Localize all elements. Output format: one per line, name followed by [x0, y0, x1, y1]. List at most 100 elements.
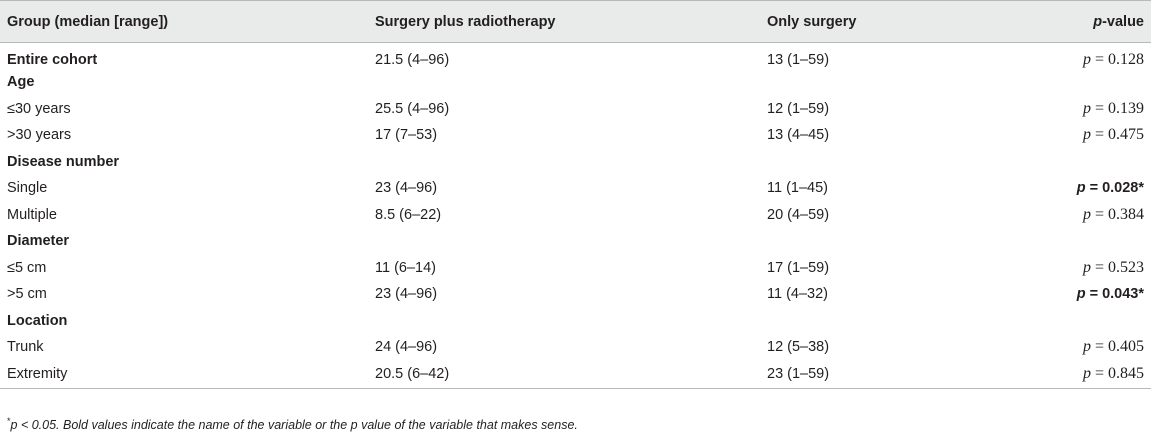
table-section-row: Entire cohort 21.5 (4–96) 13 (1–59) p = 0.1… — [0, 43, 1151, 70]
p-value-text: p = 0.043* — [1077, 286, 1144, 302]
table-row: ≤30 years 25.5 (4–96) 12 (1–59) p = 0.139 — [0, 96, 1151, 123]
p-number: = 0.845 — [1090, 365, 1144, 383]
table-row: >30 years 17 (7–53) 13 (4–45) p = 0.475 — [0, 122, 1151, 149]
cell-only-surgery: 13 (1–59) — [767, 52, 830, 68]
cell-p-value — [1067, 69, 1151, 96]
table-section-row: Disease number — [0, 149, 1151, 176]
cell-p-value — [1067, 228, 1151, 255]
cell-surgery-plus-radiotherapy: 21.5 (4–96) — [375, 52, 450, 68]
results-table: Group (median [range]) Surgery plus radi… — [0, 0, 1151, 389]
table-section-row: Diameter — [0, 228, 1151, 255]
p-number: = 0.043* — [1085, 286, 1144, 303]
cell-group: Trunk — [7, 339, 44, 356]
cell-p-value: p = 0.523 — [1067, 255, 1151, 282]
header-p-value: p-value — [1067, 0, 1151, 43]
p-symbol: p — [1082, 126, 1091, 144]
cell-only-surgery — [767, 228, 1067, 255]
cell-only-surgery: 11 (1–45) — [767, 180, 828, 197]
cell-group: Single — [7, 180, 48, 197]
p-value-text: p = 0.028* — [1077, 180, 1144, 196]
table-row: ≤5 cm 11 (6–14) 17 (1–59) p = 0.523 — [0, 255, 1151, 282]
table-footnote: *p < 0.05. Bold values indicate the name… — [7, 416, 578, 432]
cell-group: Age — [7, 74, 35, 91]
p-symbol: p — [1082, 338, 1091, 356]
p-symbol: p — [1076, 180, 1086, 197]
cell-group: Extremity — [0, 360, 375, 389]
cell-surgery-plus-radiotherapy: 23 (4–96) — [375, 286, 438, 303]
cell-group: Entire cohort — [7, 52, 98, 68]
p-number: = 0.475 — [1090, 126, 1144, 144]
cell-group: >30 years — [7, 127, 72, 144]
p-number: = 0.128 — [1090, 51, 1144, 68]
cell-group: ≤5 cm — [7, 259, 47, 276]
cell-surgery-plus-radiotherapy: 23 (4–96) — [375, 180, 438, 197]
footnote-marker: * — [7, 416, 11, 426]
table-body: Entire cohort 21.5 (4–96) 13 (1–59) p = 0.1… — [0, 43, 1151, 389]
cell-only-surgery: 12 (1–59) — [767, 100, 830, 117]
cell-surgery-plus-radiotherapy: 11 (6–14) — [375, 259, 436, 276]
table-row: >5 cm 23 (4–96) 11 (4–32) p = 0.043* — [0, 281, 1151, 308]
cell-surgery-plus-radiotherapy — [375, 149, 767, 176]
p-number: = 0.028* — [1085, 180, 1144, 197]
cell-p-value — [1067, 308, 1151, 335]
cell-surgery-plus-radiotherapy — [375, 308, 767, 335]
cell-p-value: p = 0.845 — [1067, 360, 1151, 389]
table-row: Single 23 (4–96) 11 (1–45) p = 0.028* — [0, 175, 1151, 202]
p-value-text: p = 0.384 — [1083, 206, 1144, 223]
cell-group: >5 cm — [7, 286, 47, 303]
cell-surgery-plus-radiotherapy: 8.5 (6–22) — [375, 206, 442, 223]
cell-p-value — [1067, 149, 1151, 176]
p-symbol: p — [1082, 51, 1091, 68]
cell-only-surgery — [767, 69, 1067, 96]
cell-group: Disease number — [7, 153, 120, 170]
p-symbol: p — [1076, 286, 1086, 303]
cell-group: Diameter — [7, 233, 70, 250]
p-value-text: p = 0.523 — [1083, 259, 1144, 276]
table-row: Multiple 8.5 (6–22) 20 (4–59) p = 0.384 — [0, 202, 1151, 229]
table-row: Trunk 24 (4–96) 12 (5–38) p = 0.405 — [0, 334, 1151, 361]
header-group: Group (median [range]) — [0, 0, 375, 43]
cell-p-value: p = 0.043* — [1067, 281, 1151, 308]
footnote-text: p < 0.05. Bold values indicate the name … — [10, 418, 578, 433]
table-header-row: Group (median [range]) Surgery plus radi… — [0, 0, 1151, 43]
p-value-text: p = 0.405 — [1083, 338, 1144, 355]
p-symbol: p — [1082, 258, 1091, 276]
p-value-text: p = 0.128 — [1083, 51, 1144, 68]
cell-surgery-plus-radiotherapy: 17 (7–53) — [375, 127, 438, 144]
cell-surgery-plus-radiotherapy: 25.5 (4–96) — [375, 100, 450, 117]
p-value-text: p = 0.845 — [1083, 365, 1144, 382]
cell-group: Multiple — [7, 206, 57, 223]
cell-only-surgery: 11 (4–32) — [767, 286, 828, 303]
cell-p-value: p = 0.128 — [1067, 43, 1151, 70]
header-p-italic: p — [1093, 13, 1103, 30]
cell-only-surgery: 23 (1–59) — [767, 360, 1067, 389]
p-number: = 0.139 — [1090, 99, 1144, 117]
header-p-rest: -value — [1102, 13, 1144, 30]
cell-p-value: p = 0.405 — [1067, 334, 1151, 361]
p-number: = 0.523 — [1090, 258, 1144, 276]
header-only-surgery: Only surgery — [767, 0, 1067, 43]
cell-group: Location — [7, 312, 68, 329]
cell-only-surgery: 12 (5–38) — [767, 339, 830, 356]
p-number: = 0.384 — [1090, 205, 1144, 223]
p-number: = 0.405 — [1090, 338, 1144, 356]
cell-group: ≤30 years — [7, 100, 71, 117]
p-symbol: p — [1082, 99, 1091, 117]
p-symbol: p — [1082, 205, 1091, 223]
cell-only-surgery: 17 (1–59) — [767, 259, 830, 276]
cell-p-value: p = 0.139 — [1067, 96, 1151, 123]
cell-p-value: p = 0.475 — [1067, 122, 1151, 149]
table-section-row: Location — [0, 308, 1151, 335]
p-value-text: p = 0.475 — [1083, 126, 1144, 143]
table-row: Extremity 20.5 (6–42) 23 (1–59) p = 0.845 — [0, 360, 1151, 389]
table-section-row: Age — [0, 69, 1151, 96]
cell-p-value: p = 0.384 — [1067, 202, 1151, 229]
header-surgery-plus-radiotherapy: Surgery plus radiotherapy — [375, 0, 767, 43]
cell-only-surgery: 20 (4–59) — [767, 206, 830, 223]
p-symbol: p — [1082, 365, 1091, 383]
p-value-text: p = 0.139 — [1083, 100, 1144, 117]
cell-only-surgery — [767, 149, 1067, 176]
cell-surgery-plus-radiotherapy: 20.5 (6–42) — [375, 360, 767, 389]
cell-p-value: p = 0.028* — [1067, 175, 1151, 202]
